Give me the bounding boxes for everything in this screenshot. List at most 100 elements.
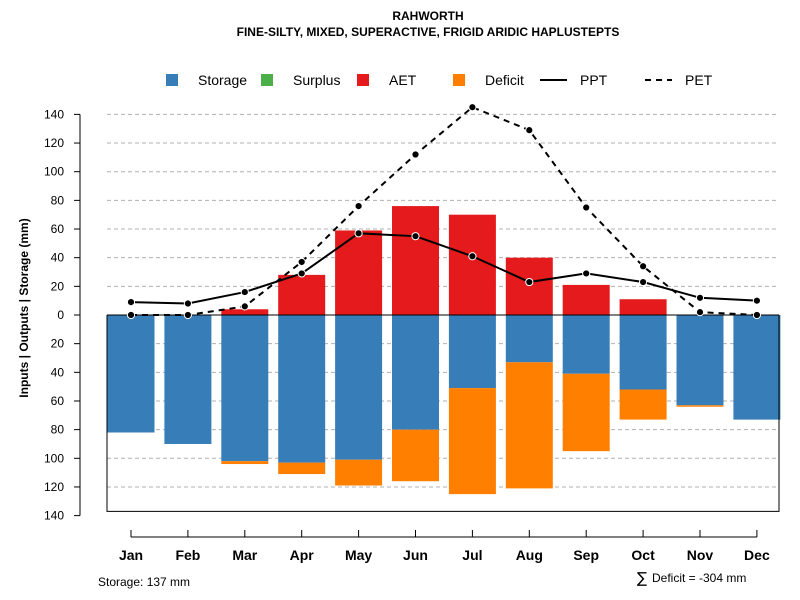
ppt-point-feb	[183, 299, 192, 308]
storage-note: Storage: 137 mm	[98, 575, 190, 589]
ppt-point-aug	[525, 277, 534, 287]
bar-deficit-apr	[278, 462, 326, 475]
bar-storage-nov	[676, 315, 724, 406]
ppt-point-jan	[126, 298, 136, 307]
data-lines	[126, 103, 762, 320]
y-tick-label: 60	[51, 222, 65, 236]
pet-point-sep	[582, 203, 591, 212]
pet-point-aug	[525, 126, 534, 135]
legend-swatch-storage	[166, 74, 178, 86]
x-tick-label-feb: Feb	[175, 547, 200, 563]
pet-point-feb	[183, 310, 192, 320]
legend-label-pet: PET	[685, 72, 713, 88]
x-tick-label-dec: Dec	[744, 547, 770, 563]
y-tick-label: 20	[51, 337, 65, 351]
pet-line	[131, 106, 757, 316]
bar-storage-mar	[221, 315, 269, 462]
y-tick-label: 40	[51, 365, 65, 379]
bar-storage-jun	[392, 315, 439, 430]
bar-deficit-may	[335, 459, 383, 486]
bar-deficit-sep	[562, 373, 610, 452]
legend-swatch-surplus	[261, 74, 273, 86]
bar-storage-jul	[448, 315, 496, 389]
ppt-line	[130, 232, 757, 305]
y-tick-label: 60	[51, 394, 65, 408]
legend-label-ppt: PPT	[580, 72, 608, 88]
bar-deficit-nov	[676, 405, 724, 407]
sum-symbol: ∑	[637, 569, 647, 587]
bar-storage-feb	[164, 315, 212, 444]
y-tick-label: 120	[44, 136, 64, 150]
bar-deficit-jul	[448, 388, 496, 495]
bar-aet-jul	[448, 214, 496, 315]
pet-point-jun	[411, 150, 420, 159]
legend-swatch-aet	[357, 74, 369, 86]
ppt-point-apr	[297, 269, 306, 278]
legend: Storage Surplus AET Deficit PPT PET	[166, 72, 713, 88]
ppt-point-may	[354, 229, 363, 238]
bar-storage-oct	[619, 315, 667, 390]
legend-swatch-deficit	[453, 74, 465, 86]
x-tick-label-nov: Nov	[687, 547, 714, 563]
bar-deficit-mar	[221, 461, 269, 465]
y-tick-label: 120	[44, 480, 64, 494]
ppt-point-nov	[695, 293, 705, 302]
bar-storage-aug	[505, 315, 553, 363]
bar-storage-may	[335, 315, 383, 460]
pet-point-dec	[752, 310, 762, 320]
bar-aet-oct	[619, 299, 667, 315]
deficit-note: Deficit = -304 mm	[652, 571, 746, 585]
legend-label-surplus: Surplus	[293, 72, 340, 88]
x-tick-label-sep: Sep	[573, 547, 599, 563]
grid-lines	[107, 113, 779, 488]
pet-point-jan	[126, 310, 136, 320]
axes: 140 120 100 80 60 40 20 0 20 40 60 80 100 120 140 Jan Fe…	[44, 107, 770, 563]
pet-point-nov	[695, 308, 705, 317]
ppt-point-jul	[468, 252, 477, 261]
bar-aet-mar	[221, 309, 269, 315]
y-tick-label: 80	[51, 193, 65, 207]
chart-title: RAHWORTH	[392, 9, 463, 23]
y-axis-label: Inputs | Outputs | Storage (mm)	[17, 218, 31, 397]
ppt-point-dec	[752, 296, 762, 305]
bar-storage-sep	[562, 315, 610, 374]
y-tick-label: 100	[44, 165, 64, 179]
ppt-point-sep	[582, 269, 591, 278]
x-tick-label-mar: Mar	[232, 547, 257, 563]
storage-capacity-box	[106, 315, 780, 512]
x-tick-label-oct: Oct	[631, 547, 655, 563]
bar-storage-dec	[733, 315, 781, 420]
legend-label-aet: AET	[389, 72, 417, 88]
bar-deficit-oct	[619, 389, 667, 420]
pet-point-apr	[297, 257, 306, 267]
y-tick-label: 40	[51, 251, 65, 265]
ppt-point-mar	[240, 287, 249, 297]
y-tick-label: 20	[51, 279, 65, 293]
x-tick-label-apr: Apr	[290, 547, 315, 563]
x-tick-label-may: May	[345, 547, 372, 563]
x-tick-label-jun: Jun	[403, 547, 428, 563]
y-tick-label: 0	[57, 308, 64, 322]
bar-storage-jan	[107, 315, 155, 433]
bar-deficit-aug	[505, 362, 553, 489]
x-tick-label-aug: Aug	[516, 547, 543, 563]
bar-storage-apr	[278, 315, 326, 463]
y-tick-label: 80	[51, 423, 65, 437]
legend-label-deficit: Deficit	[485, 72, 524, 88]
bars	[106, 206, 781, 512]
legend-label-storage: Storage	[198, 72, 247, 88]
chart-subtitle: FINE-SILTY, MIXED, SUPERACTIVE, FRIGID A…	[237, 25, 620, 39]
y-tick-label: 140	[44, 107, 64, 121]
bar-aet-apr	[278, 274, 326, 315]
pet-point-mar	[240, 302, 249, 311]
ppt-point-oct	[639, 277, 648, 287]
bar-aet-may	[335, 230, 383, 315]
ppt-point-jun	[411, 232, 420, 241]
y-tick-label: 140	[44, 509, 64, 523]
y-tick-label: 100	[44, 451, 64, 465]
pet-point-jul	[468, 103, 477, 112]
x-tick-label-jul: Jul	[462, 547, 482, 563]
bar-aet-aug	[505, 257, 553, 315]
bar-aet-sep	[562, 284, 610, 315]
